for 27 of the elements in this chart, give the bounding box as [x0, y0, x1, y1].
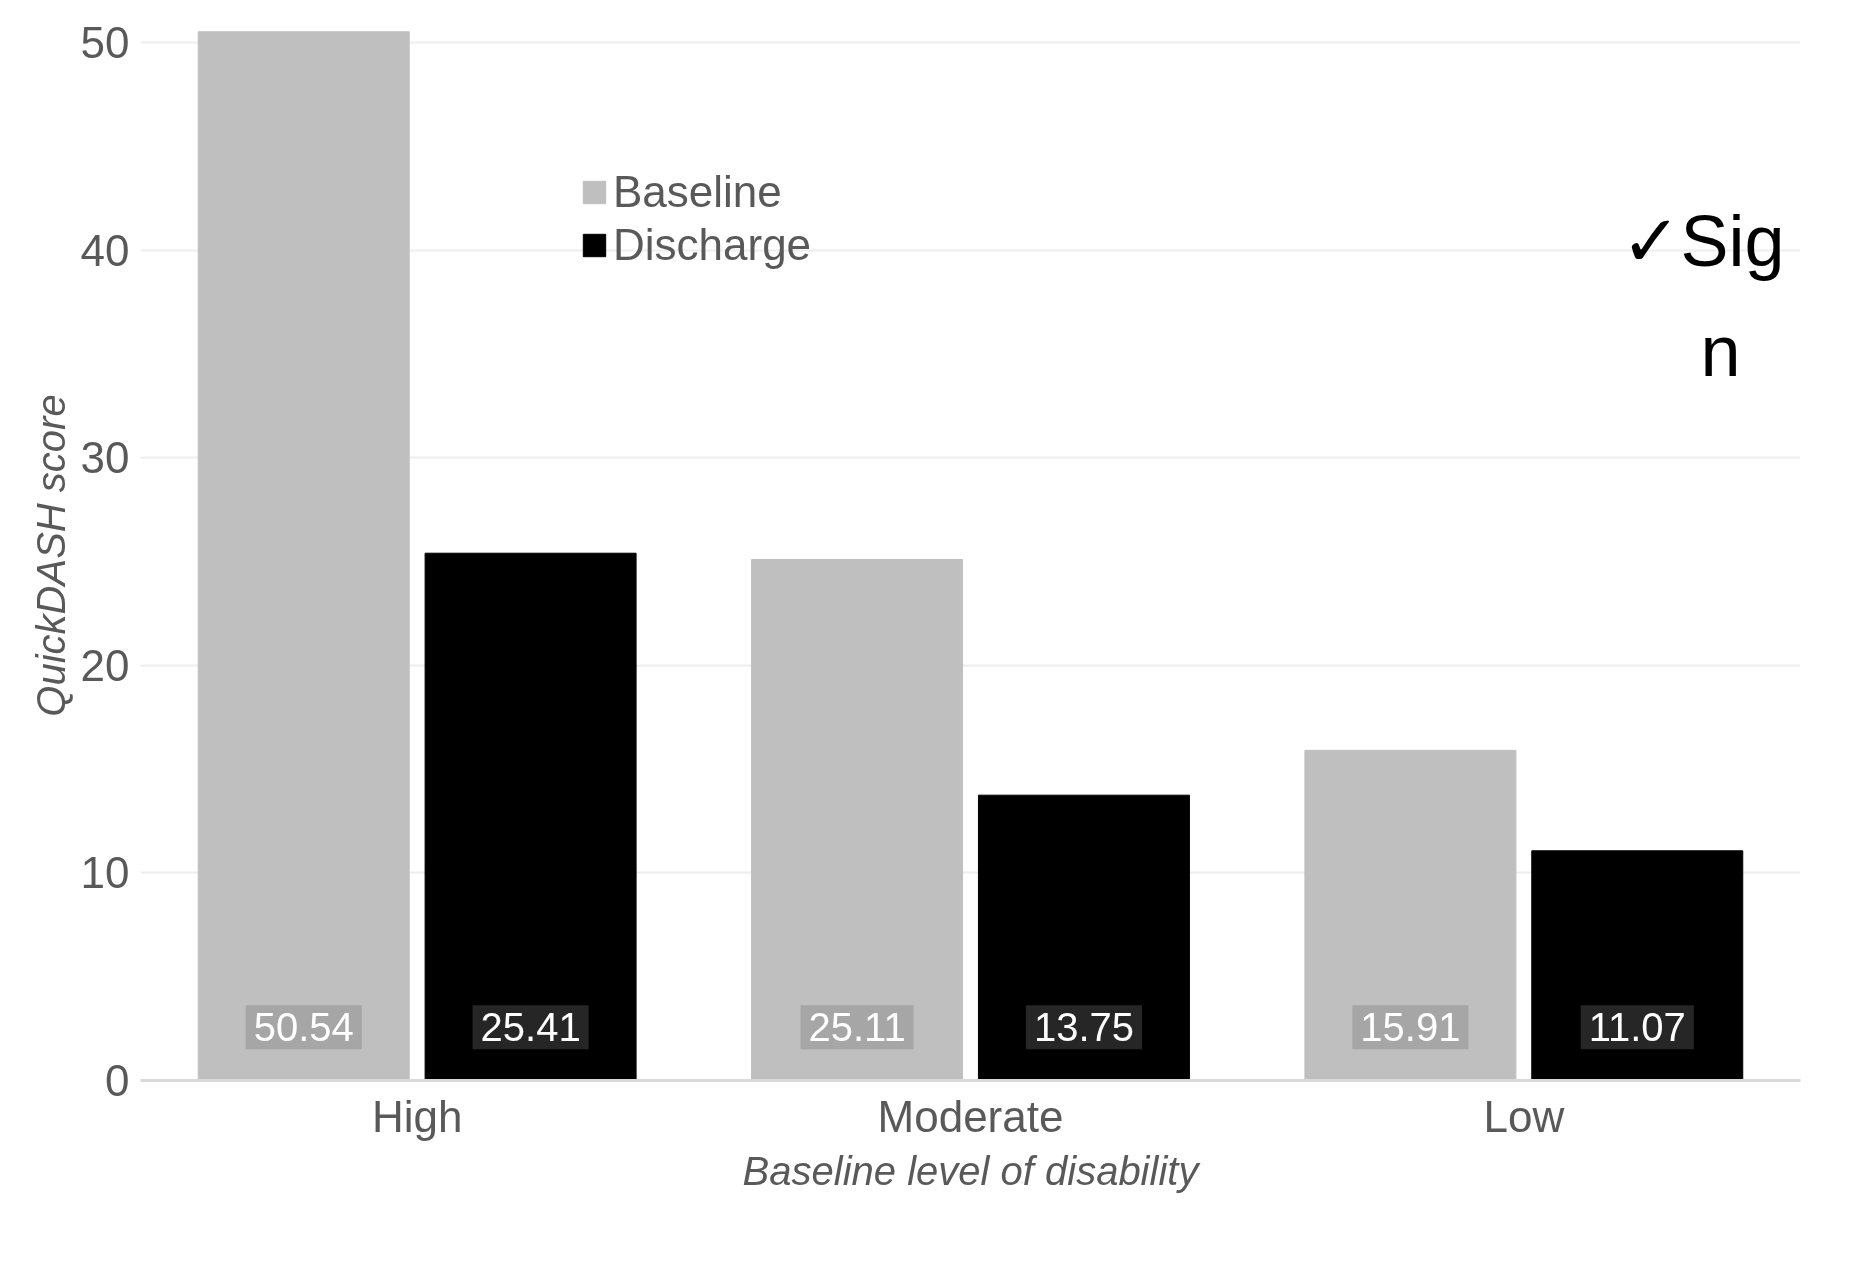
annotation: n [1700, 310, 1741, 391]
bar [751, 558, 964, 1081]
data-label: 15.91 [1360, 1005, 1461, 1050]
y-tick-label: 10 [80, 848, 130, 898]
y-tick-label: 50 [80, 18, 130, 68]
legend-label: Discharge [613, 220, 812, 270]
legend-label: Baseline [613, 167, 782, 217]
x-tick-label: High [371, 1091, 463, 1141]
bar [197, 31, 410, 1081]
data-label: 11.07 [1588, 1005, 1686, 1050]
data-label: 25.41 [480, 1005, 581, 1050]
y-tick-label: 20 [80, 640, 130, 690]
x-tick-label: Low [1483, 1091, 1565, 1141]
y-tick-label: 40 [80, 225, 130, 275]
x-axis-title: Baseline level of disability [742, 1148, 1202, 1193]
x-tick-label: Moderate [877, 1091, 1064, 1141]
y-axis-title: QuickDASH score [28, 394, 73, 717]
bar [1531, 850, 1744, 1081]
y-tick-label: 30 [80, 433, 130, 483]
data-label: 25.11 [808, 1005, 906, 1050]
bar [977, 794, 1190, 1081]
bar [1304, 749, 1517, 1081]
data-label: 50.54 [253, 1005, 354, 1050]
bar [424, 552, 637, 1081]
data-label: 13.75 [1033, 1005, 1134, 1050]
y-tick-label: 0 [105, 1056, 130, 1105]
annotation: ✓Sig [1620, 200, 1785, 281]
